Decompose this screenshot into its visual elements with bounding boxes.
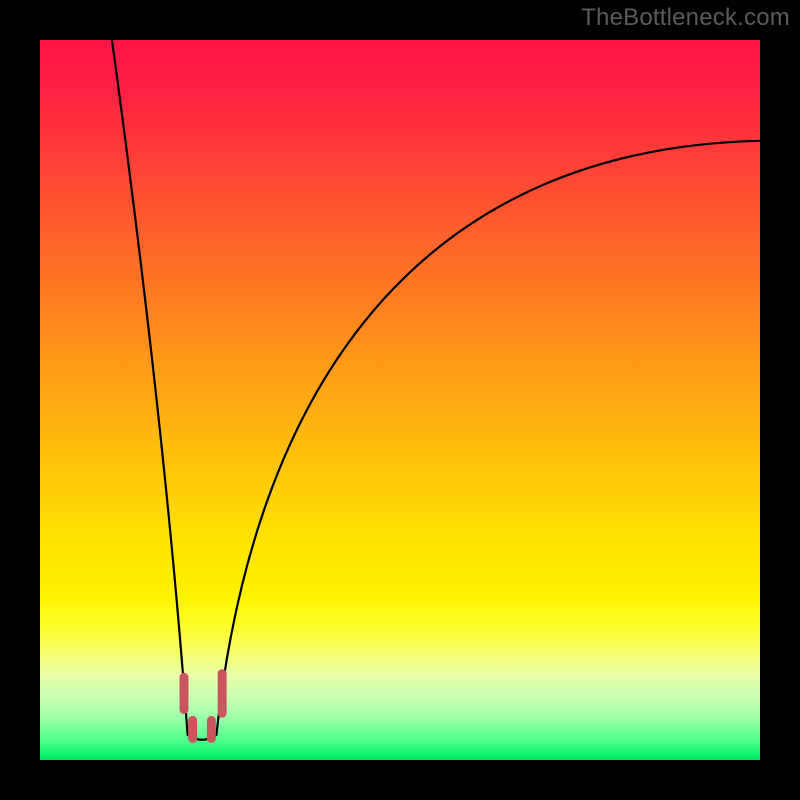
chart-stage: TheBottleneck.com — [0, 0, 800, 800]
watermark-text: TheBottleneck.com — [581, 4, 790, 32]
bottleneck-chart — [0, 0, 800, 800]
gradient-plot-area — [40, 40, 760, 760]
